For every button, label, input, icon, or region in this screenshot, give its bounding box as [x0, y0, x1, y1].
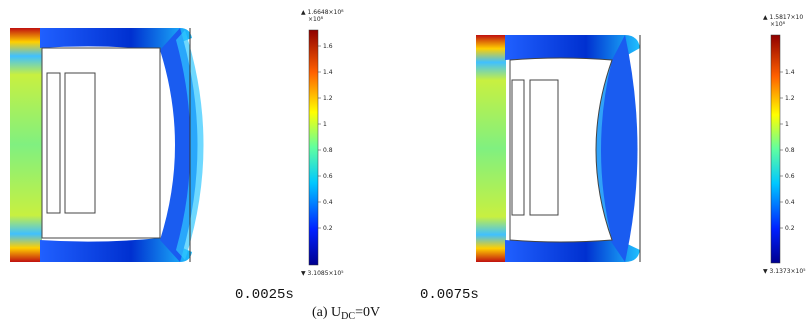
colorbar-2 — [770, 34, 781, 264]
colorbar-tick-label: 1.2 — [785, 95, 795, 102]
colorbar-tick-label: 1 — [785, 121, 789, 128]
time-label: 0.0025s — [235, 287, 294, 303]
caption-text: (a) U — [312, 305, 341, 320]
colorbar-tick-label: 1.4 — [785, 69, 795, 76]
colorbar-tick-label: 1.2 — [323, 95, 333, 102]
colorbar-tick-label: 1 — [323, 121, 327, 128]
colorbar-tick-label: 0.2 — [785, 225, 795, 232]
colorbar-multiplier: ×10⁸ — [308, 16, 324, 23]
caption: (a) UDC=0V — [312, 305, 380, 322]
colorbar-tick-label: 0.2 — [323, 225, 333, 232]
caption-subscript: DC — [341, 311, 355, 322]
colorbar-tick-label: 0.4 — [323, 199, 333, 206]
colorbar-tick-label: 0.6 — [785, 173, 795, 180]
colorbar-max: ▲ 1.6648×10⁸ — [301, 9, 344, 16]
colorbar-multiplier: ×10⁸ — [770, 21, 786, 28]
colorbar-tick-label: 1.4 — [323, 69, 333, 76]
colorbar-min: ▼ 3.1085×10⁵ — [301, 270, 344, 277]
colorbar-min: ▼ 3.1373×10⁵ — [763, 268, 806, 275]
simulation-1 — [10, 28, 204, 262]
simulation-2 — [476, 35, 641, 262]
colorbar-tick-label: 1.6 — [323, 43, 333, 50]
colorbar-1 — [308, 29, 319, 266]
colorbar-tick-label: 0.6 — [323, 173, 333, 180]
colorbar-tick-label: 0.8 — [785, 147, 795, 154]
colorbar-max: ▲ 1.5817×10 — [763, 14, 803, 21]
caption-text: =0V — [355, 305, 380, 320]
colorbar-tick-label: 0.8 — [323, 147, 333, 154]
time-label: 0.0075s — [420, 287, 479, 303]
colorbar-tick-label: 0.4 — [785, 199, 795, 206]
